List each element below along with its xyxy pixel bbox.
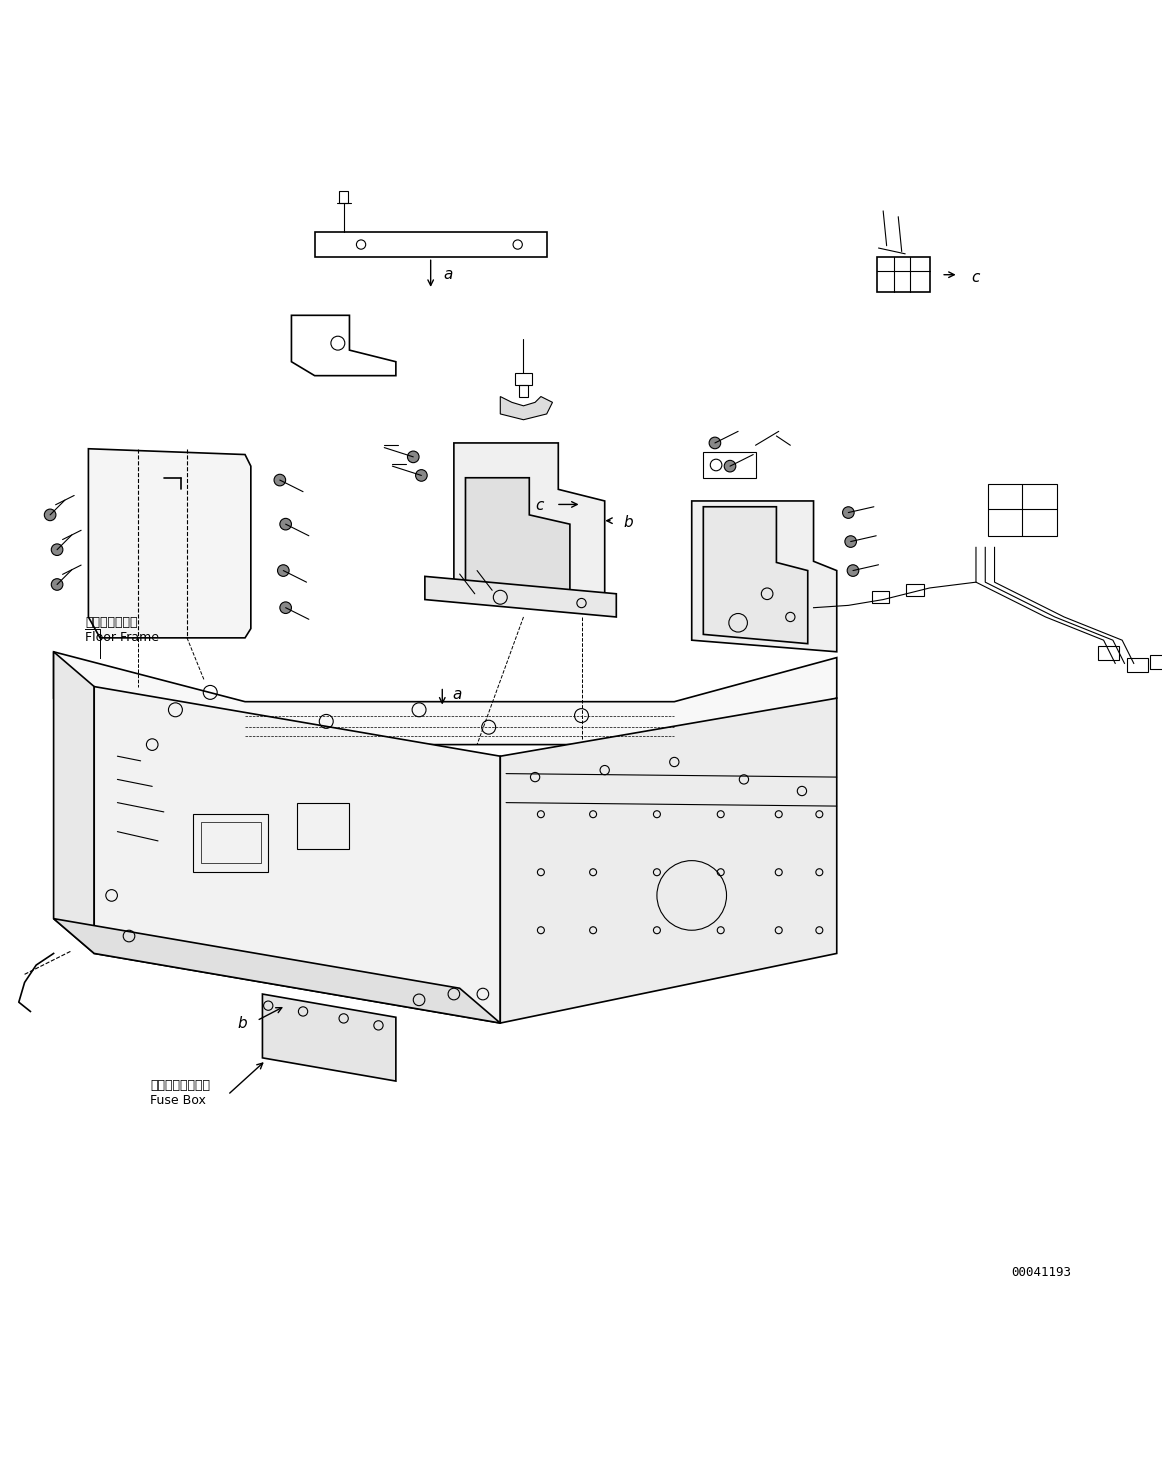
Circle shape — [44, 509, 56, 520]
Bar — [193, 814, 269, 872]
Polygon shape — [465, 478, 570, 603]
Bar — [1150, 655, 1163, 668]
Text: 00041193: 00041193 — [1011, 1267, 1071, 1278]
Circle shape — [407, 452, 419, 463]
Bar — [315, 232, 547, 258]
Bar — [987, 484, 1057, 535]
Bar — [519, 386, 528, 396]
Bar — [1098, 647, 1119, 660]
Bar — [338, 191, 348, 202]
Text: Fuse Box: Fuse Box — [150, 1094, 206, 1107]
Circle shape — [280, 519, 292, 531]
Circle shape — [280, 603, 292, 613]
Polygon shape — [454, 443, 605, 605]
Polygon shape — [704, 507, 808, 644]
Circle shape — [51, 544, 63, 556]
Polygon shape — [424, 576, 616, 617]
Text: フロアフレーム: フロアフレーム — [85, 616, 137, 629]
Circle shape — [709, 437, 721, 449]
Polygon shape — [692, 501, 836, 652]
Polygon shape — [263, 994, 395, 1080]
Bar — [704, 452, 756, 478]
Circle shape — [51, 579, 63, 591]
Circle shape — [274, 475, 286, 485]
Polygon shape — [88, 449, 251, 638]
Bar — [877, 258, 929, 292]
Text: Floor Frame: Floor Frame — [85, 632, 159, 645]
Polygon shape — [94, 686, 500, 1023]
Bar — [515, 374, 531, 386]
Bar — [298, 802, 349, 849]
Bar — [906, 585, 923, 597]
Text: b: b — [238, 1016, 248, 1031]
Bar — [1127, 658, 1148, 671]
Polygon shape — [53, 919, 500, 1023]
Circle shape — [725, 460, 736, 472]
Text: a: a — [452, 688, 462, 702]
Text: b: b — [623, 516, 633, 531]
Polygon shape — [53, 652, 836, 745]
Polygon shape — [500, 396, 552, 419]
Polygon shape — [500, 698, 836, 1023]
Polygon shape — [53, 652, 94, 953]
Text: フューズボックス: フューズボックス — [150, 1079, 209, 1092]
Bar — [871, 591, 889, 603]
Circle shape — [844, 535, 856, 547]
Text: c: c — [535, 498, 544, 513]
Circle shape — [415, 469, 427, 481]
Text: a: a — [443, 267, 452, 283]
Text: c: c — [972, 270, 980, 284]
Circle shape — [847, 564, 858, 576]
Circle shape — [278, 564, 290, 576]
Bar — [201, 822, 262, 863]
Circle shape — [842, 507, 854, 519]
